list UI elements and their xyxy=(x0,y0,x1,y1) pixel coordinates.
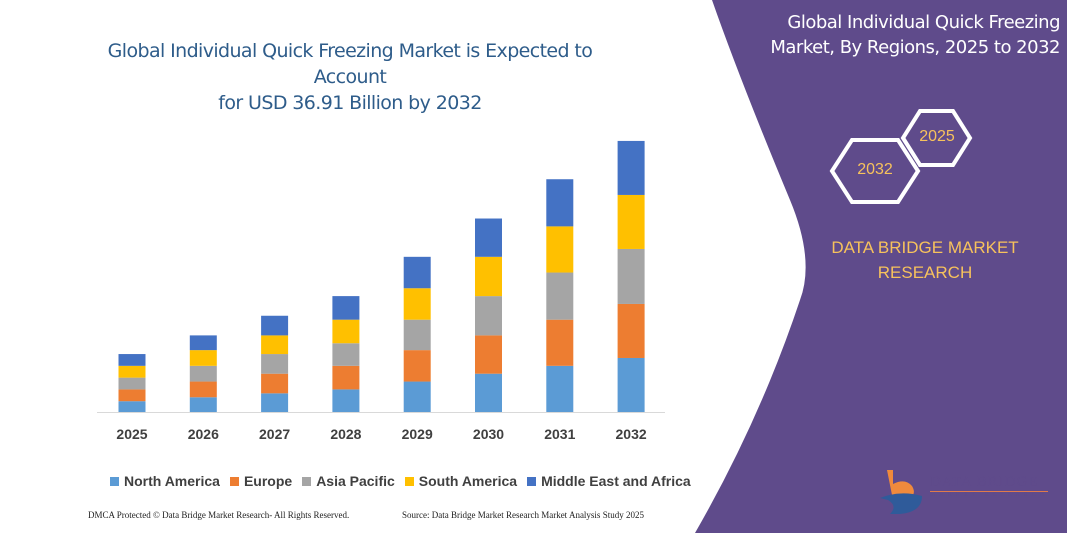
bar-2029-south-america xyxy=(403,288,431,320)
chart-title: Global Individual Quick Freezing Market … xyxy=(107,40,593,114)
bar-2027-asia-pacific xyxy=(261,354,289,374)
panel-title: Global Individual Quick Freezing Market, … xyxy=(770,12,1060,58)
bar-2027-north-america xyxy=(261,393,289,412)
bar-2029-north-america xyxy=(403,381,431,412)
legend-swatch xyxy=(229,477,239,486)
logo-text: DATA BRIDGE xyxy=(930,474,1049,492)
footer-source: Source: Data Bridge Market Research Mark… xyxy=(402,510,644,520)
right-panel xyxy=(695,0,1067,533)
legend-swatch xyxy=(302,477,312,486)
legend-swatch xyxy=(527,477,537,486)
x-tick-label: 2031 xyxy=(544,426,576,442)
hex-2032 xyxy=(829,138,921,204)
bar-2030-asia-pacific xyxy=(475,296,502,336)
bar-2029-asia-pacific xyxy=(403,319,431,351)
legend-swatch xyxy=(110,477,119,486)
bar-2030-europe xyxy=(475,335,502,374)
legend: North America Europe Asia Pacific South Ame… xyxy=(110,473,691,489)
bar-2031-europe xyxy=(546,319,574,366)
brand-name: DATA BRIDGE MARKET RESEARCH xyxy=(831,238,1019,282)
legend-label: North America xyxy=(124,473,220,489)
x-tick-label: 2032 xyxy=(615,426,647,442)
bar-2032-south-america xyxy=(617,194,645,249)
legend-item: Middle East and Africa xyxy=(527,473,691,489)
bar-2025-asia-pacific xyxy=(118,377,146,390)
x-tick-label: 2026 xyxy=(187,426,219,442)
bar-2030-south-america xyxy=(475,256,502,297)
bar-2032-middle-east-and-africa xyxy=(617,140,645,195)
bar-2028-asia-pacific xyxy=(332,343,360,366)
bar-2025-middle-east-and-africa xyxy=(118,354,146,366)
bar-2031-asia-pacific xyxy=(546,272,574,320)
legend-item: Europe xyxy=(229,473,293,489)
logo-mark xyxy=(880,470,922,514)
hex-2025 xyxy=(900,109,973,167)
bar-2030-north-america xyxy=(475,373,502,412)
bar-2032-asia-pacific xyxy=(617,248,645,304)
legend-item: Asia Pacific xyxy=(302,473,395,489)
bar-2026-north-america xyxy=(189,397,217,412)
bar-2025-south-america xyxy=(118,365,146,378)
legend-label: Europe xyxy=(243,473,293,489)
logo-subtext: MARKET RESEARCH xyxy=(930,492,1049,498)
bar-2031-middle-east-and-africa xyxy=(546,179,574,227)
x-tick-label: 2029 xyxy=(401,426,433,442)
bar-2030-middle-east-and-africa xyxy=(475,218,502,257)
footer-copyright: DMCA Protected © Data Bridge Market Rese… xyxy=(88,510,350,520)
logo: DATA BRIDGE MARKET RESEARCH xyxy=(930,474,1049,498)
bar-2026-south-america xyxy=(189,350,217,366)
bar-2026-middle-east-and-africa xyxy=(189,335,217,351)
x-tick-label: 2025 xyxy=(116,426,148,442)
bar-2027-europe xyxy=(261,373,289,394)
legend-label: Middle East and Africa xyxy=(541,473,691,489)
bar-2028-south-america xyxy=(332,319,360,344)
bar-2032-north-america xyxy=(617,357,645,412)
x-tick-label: 2028 xyxy=(330,426,362,442)
bar-2027-south-america xyxy=(261,335,289,355)
bar-2029-europe xyxy=(403,350,431,382)
hex-2032-label: 2032 xyxy=(857,161,893,178)
legend-label: South America xyxy=(418,473,518,489)
bar-2028-north-america xyxy=(332,389,360,412)
legend-swatch xyxy=(404,477,414,486)
bar-2026-europe xyxy=(189,381,217,398)
x-tick-label: 2030 xyxy=(472,426,505,442)
bar-2029-middle-east-and-africa xyxy=(403,256,431,289)
legend-label: Asia Pacific xyxy=(316,473,395,489)
legend-item: North America xyxy=(110,473,220,489)
chart-plot xyxy=(118,140,645,412)
legend-item: South America xyxy=(404,473,518,489)
bar-2027-middle-east-and-africa xyxy=(261,315,289,336)
bar-2031-south-america xyxy=(546,226,574,273)
x-tick-label: 2027 xyxy=(259,426,291,442)
bar-2028-europe xyxy=(332,365,360,390)
bar-2026-asia-pacific xyxy=(189,365,217,382)
hex-2025-label: 2025 xyxy=(919,128,955,145)
bar-2031-north-america xyxy=(546,365,574,412)
bar-2025-north-america xyxy=(118,401,146,412)
bar-2032-europe xyxy=(617,303,645,358)
bar-2028-middle-east-and-africa xyxy=(332,296,360,320)
bar-2025-europe xyxy=(118,389,146,402)
